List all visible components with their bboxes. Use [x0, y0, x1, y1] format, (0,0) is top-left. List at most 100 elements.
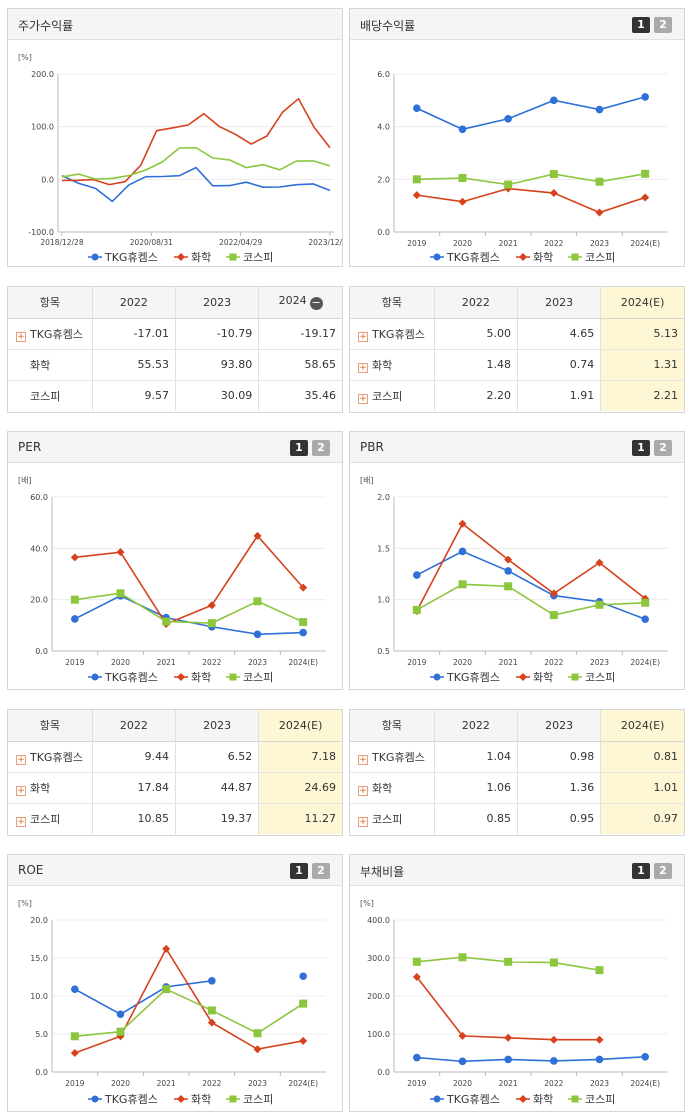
point-marker	[504, 1033, 513, 1042]
row-name-cell[interactable]: + 코스피	[350, 380, 435, 411]
expand-icon[interactable]: +	[358, 331, 368, 342]
y-tick-label: 0.0	[35, 1068, 48, 1077]
y-tick-label: 300.0	[367, 954, 390, 963]
y-tick-label: -100.0	[28, 228, 54, 237]
y-tick-label: 0.0	[377, 1068, 390, 1077]
point-marker	[299, 628, 307, 637]
legend-marker	[177, 253, 185, 261]
tab-1[interactable]: 1	[290, 863, 308, 879]
chem-series-line	[416, 522, 646, 612]
tab-1[interactable]: 1	[632, 863, 650, 879]
tab-2[interactable]: 2	[312, 440, 330, 456]
x-tick-label: 2020	[453, 658, 472, 667]
legend-marker	[177, 1095, 185, 1103]
table-row: 화학 55.53 93.80 58.65	[8, 349, 342, 381]
pbr-chart: [배]2.0 1.5 1.0 0.5 2019 2020 2021 2022 2023 2024(…	[360, 476, 668, 684]
row-name-cell[interactable]: + TKG휴켐스	[350, 741, 435, 773]
period-tabs: 1 2	[632, 863, 672, 879]
row-name: 화학	[372, 781, 393, 795]
expand-icon[interactable]: +	[16, 785, 26, 796]
panel-header: 배당수익률 1 2	[350, 9, 684, 40]
tab-2[interactable]: 2	[654, 17, 672, 33]
point-marker	[504, 567, 512, 575]
table-row: + 화학 1.06 1.36 1.01	[350, 772, 684, 804]
tab-2[interactable]: 2	[654, 863, 672, 879]
row-name-cell[interactable]: + 화학	[8, 772, 93, 804]
column-header-label: 항목	[381, 296, 402, 310]
tab-1[interactable]: 1	[290, 440, 308, 456]
point-marker	[207, 601, 216, 610]
row-name: 코스피	[30, 389, 61, 403]
stock-return-table-panel: 항목 2022 2023 2024− + TKG휴켐스 -17.01 -10.79 -19.17…	[7, 286, 343, 413]
point-marker	[549, 589, 558, 598]
expand-icon[interactable]: +	[358, 393, 368, 404]
expand-icon[interactable]: +	[358, 816, 368, 827]
column-header-label: 2022	[119, 718, 148, 732]
value-cell: 5.13	[600, 318, 684, 350]
unit-label: [배]	[18, 476, 32, 485]
column-header: 2024−	[258, 287, 342, 319]
table-header-row: 항목 2022 2023 2024(E)	[350, 287, 684, 319]
tkg-series-line	[416, 96, 646, 131]
column-header: 2023	[517, 287, 602, 319]
x-tick-label: 2021	[499, 658, 518, 667]
point-marker	[595, 208, 604, 217]
row-name-cell[interactable]: + 코스피	[8, 803, 93, 834]
expand-icon[interactable]: +	[16, 754, 26, 765]
expand-icon[interactable]: +	[16, 816, 26, 827]
point-marker	[595, 105, 604, 114]
point-marker	[641, 615, 649, 623]
expand-icon[interactable]: +	[358, 785, 368, 796]
y-tick-label: 100.0	[367, 1030, 390, 1039]
point-marker	[412, 957, 421, 966]
x-tick-label: 2023/12/28	[308, 238, 342, 247]
x-tick-label: 2022	[202, 658, 221, 667]
x-tick-label: 2020	[111, 1079, 130, 1088]
y-tick-label: 15.0	[30, 954, 48, 963]
row-name-cell[interactable]: 화학	[8, 349, 93, 381]
point-marker	[299, 618, 308, 627]
point-marker	[504, 555, 513, 564]
row-name-cell[interactable]: + TKG휴켐스	[8, 741, 93, 773]
x-tick-label: 2019	[407, 239, 426, 248]
legend-marker	[229, 673, 237, 681]
expand-icon[interactable]: +	[16, 331, 26, 342]
tab-2[interactable]: 2	[312, 863, 330, 879]
value-cell: 1.31	[600, 349, 684, 381]
row-name-cell[interactable]: + 화학	[350, 772, 435, 804]
tab-1[interactable]: 1	[632, 440, 650, 456]
expand-icon[interactable]: +	[358, 362, 368, 373]
value-cell: 0.98	[517, 741, 602, 773]
row-name-cell[interactable]: 코스피	[8, 380, 93, 411]
unit-label: [배]	[360, 476, 374, 485]
row-name-cell[interactable]: + TKG휴켐스	[350, 318, 435, 350]
row-name-cell[interactable]: + 화학	[350, 349, 435, 381]
point-marker	[299, 583, 308, 592]
point-marker	[299, 972, 307, 981]
expand-icon[interactable]: +	[358, 754, 368, 765]
row-name: 코스피	[372, 812, 403, 826]
tab-2[interactable]: 2	[654, 440, 672, 456]
y-tick-label: 60.0	[30, 493, 48, 502]
column-header: 2024(E)	[600, 710, 684, 742]
point-marker	[116, 548, 125, 557]
collapse-icon[interactable]: −	[309, 296, 323, 311]
table-row: + 코스피 0.85 0.95 0.97	[350, 803, 684, 834]
y-tick-label: 200.0	[31, 70, 54, 79]
point-marker	[458, 953, 467, 962]
point-marker	[208, 977, 216, 985]
row-name: 화학	[372, 358, 393, 372]
point-marker	[595, 1035, 604, 1044]
value-cell: 6.52	[175, 741, 260, 773]
tab-1[interactable]: 1	[632, 17, 650, 33]
table-row: + 화학 1.48 0.74 1.31	[350, 349, 684, 381]
point-marker	[641, 193, 650, 202]
row-name-cell[interactable]: + 코스피	[350, 803, 435, 834]
x-tick-label: 2023	[248, 1079, 267, 1088]
legend-marker	[91, 1095, 99, 1103]
row-name: TKG휴켐스	[372, 750, 425, 764]
row-name-cell[interactable]: + TKG휴켐스	[8, 318, 93, 350]
tkg-series-line	[61, 166, 331, 203]
tkg-series-line	[75, 976, 303, 1014]
y-tick-label: 40.0	[30, 544, 48, 553]
